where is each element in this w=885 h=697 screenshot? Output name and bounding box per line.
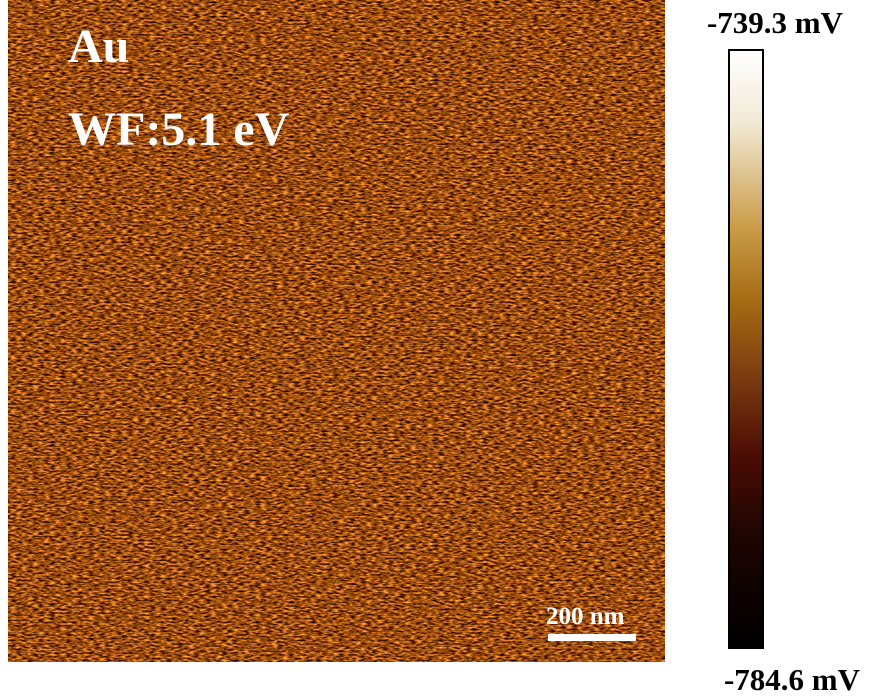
- work-function-label: WF:5.1 eV: [68, 103, 290, 156]
- colorbar-max-label: -739.3 mV: [707, 5, 844, 40]
- colorbar-min-label: -784.6 mV: [724, 662, 861, 697]
- afm-image: [8, 0, 665, 662]
- figure: Au WF:5.1 eV 200 nm -739.3 mV -784.6 mV: [0, 0, 885, 697]
- colorbar: [729, 50, 763, 648]
- sample-label: Au: [68, 20, 129, 73]
- scale-bar: [548, 634, 636, 641]
- scale-bar-label: 200 nm: [546, 603, 625, 630]
